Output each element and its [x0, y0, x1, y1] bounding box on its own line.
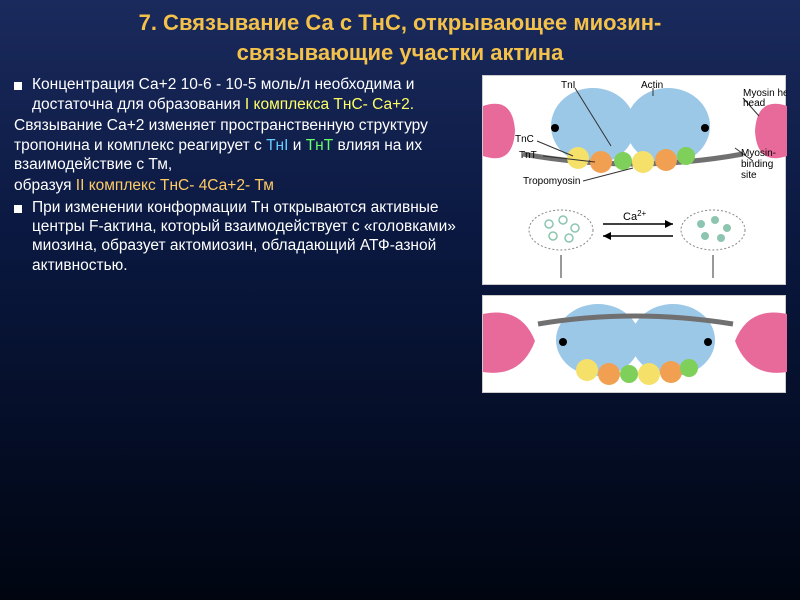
bullet-2: При изменении конформации Тн открываются… [14, 198, 472, 276]
label-myosin-site-1: Myosin- [741, 148, 776, 159]
p1-tni: ТнI [266, 137, 288, 154]
paragraph-2: образуя II комплекс ТнС- 4Са+2- Тм [14, 176, 472, 195]
paragraph-1: Связывание Са+2 изменяет пространственну… [14, 116, 472, 174]
p2-a: образуя [14, 177, 76, 194]
bullet-2-text: При изменении конформации Тн открываются… [32, 198, 472, 276]
b1-complex-1: I комплекса ТнС- Са+2. [245, 96, 414, 113]
label-myosin-site-2: binding [741, 159, 773, 170]
label-ca: Ca2+ [623, 209, 647, 223]
diagram-column: TnI Actin Myosin head head TnC TnT Tropo… [482, 75, 786, 393]
label-actin: Actin [641, 80, 663, 91]
p1-tnt: ТнТ [306, 137, 334, 154]
title-line1: 7. Связывание Са с ТнС, открывающее миоз… [139, 10, 662, 35]
p1-c: и [288, 137, 305, 154]
title-line2: связывающие участки актина [237, 40, 564, 65]
label-tropomyosin: Tropomyosin [523, 176, 580, 187]
label-tnc: TnC [515, 134, 534, 145]
bullet-marker-icon [14, 205, 22, 213]
content-row: Концентрация Са+2 10-6 - 10-5 моль/л нео… [14, 75, 786, 393]
bullet-1-text: Концентрация Са+2 10-6 - 10-5 моль/л нео… [32, 75, 472, 114]
text-column: Концентрация Са+2 10-6 - 10-5 моль/л нео… [14, 75, 472, 393]
label-tni: TnI [561, 80, 575, 91]
diagram-bottom [482, 295, 786, 393]
slide-title: 7. Связывание Са с ТнС, открывающее миоз… [14, 8, 786, 67]
diagram-top: TnI Actin Myosin head head TnC TnT Tropo… [482, 75, 786, 285]
label-myosin-site-3: site [741, 170, 757, 181]
label-myosin-head-2: head [743, 98, 765, 109]
label-tnt: TnT [519, 150, 537, 161]
bullet-1: Концентрация Са+2 10-6 - 10-5 моль/л нео… [14, 75, 472, 114]
p2-complex-2: II комплекс ТнС- 4Са+2- Тм [76, 177, 274, 194]
bullet-marker-icon [14, 82, 22, 90]
